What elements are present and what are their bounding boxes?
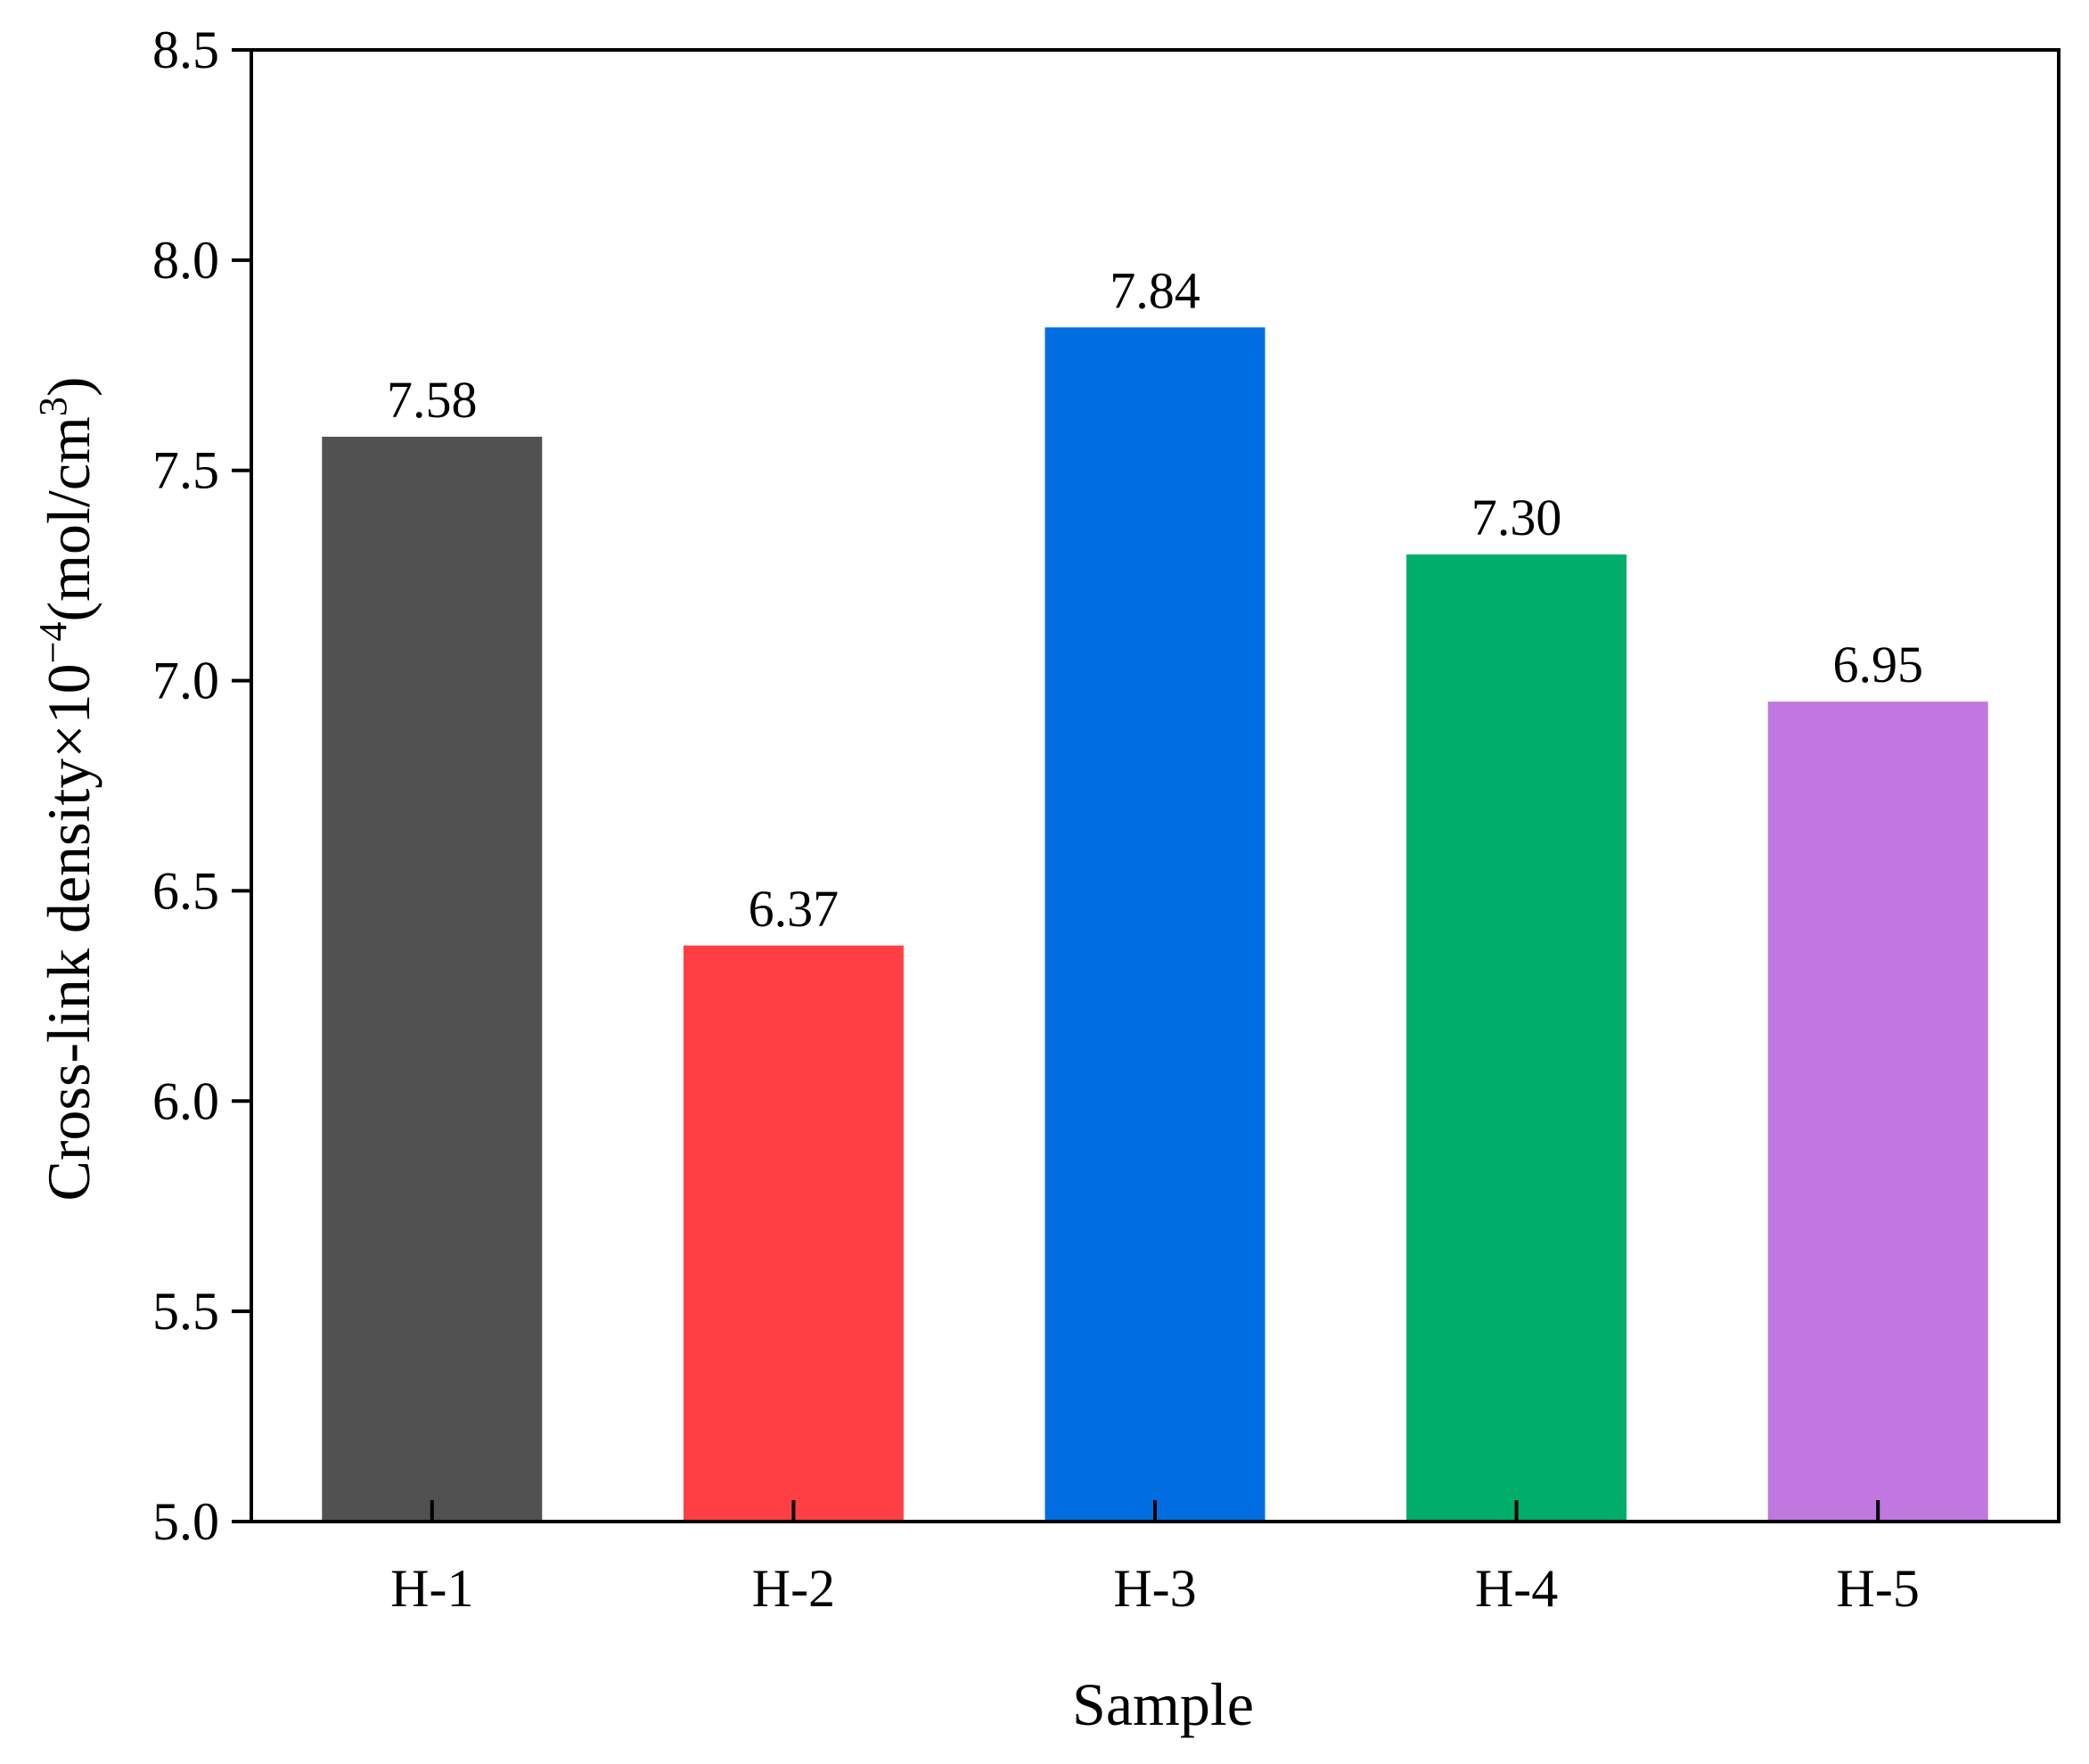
plot-frame — [250, 48, 2060, 1523]
y-tick-label-5.0: 5.0 — [152, 1492, 219, 1551]
x-tick-label-h-3: H-3 — [1113, 1559, 1196, 1618]
x-axis-title: Sample — [1072, 1670, 1254, 1738]
bar-h-5 — [1767, 701, 1988, 1522]
data-label-h-3: 7.84 — [1110, 261, 1200, 319]
bars-layer — [322, 327, 1988, 1522]
y-tick-label-6.5: 6.5 — [152, 861, 219, 920]
data-label-h-2: 6.37 — [749, 880, 840, 938]
x-tick-label-h-4: H-4 — [1475, 1559, 1558, 1618]
data-labels-layer: 7.58 6.37 7.84 7.30 6.95 — [387, 261, 1923, 937]
y-tick-label-7.5: 7.5 — [152, 441, 219, 500]
bar-h-2 — [683, 945, 904, 1522]
x-tick-label-h-2: H-2 — [752, 1559, 835, 1618]
bar-h-4 — [1406, 554, 1627, 1522]
y-tick-label-7.0: 7.0 — [152, 652, 219, 710]
y-tick-label-5.5: 5.5 — [152, 1282, 219, 1341]
y-tick-label-6.0: 6.0 — [152, 1071, 219, 1130]
bar-h-3 — [1044, 327, 1266, 1522]
y-axis-title-main: Cross-link density×10 — [35, 663, 102, 1201]
data-label-h-5: 6.95 — [1832, 636, 1923, 693]
axes-layer: H-1 H-2 H-3 H-4 H-5 5.0 5.5 6.0 6.5 7.0 7.5 8.0 8.5 — [152, 21, 2060, 1618]
y-axis-title-unit-close: ) — [35, 376, 102, 397]
y-axis-title: Cross-link density×10−4(mol/cm3) — [31, 376, 102, 1201]
y-axis-title-unit-open: (mol/cm — [35, 416, 102, 621]
y-axis-title-unit-exponent: 3 — [31, 397, 75, 416]
bar-h-1 — [322, 436, 543, 1522]
y-tick-label-8.0: 8.0 — [152, 231, 219, 290]
data-label-h-4: 7.30 — [1471, 488, 1562, 546]
x-tick-label-h-5: H-5 — [1837, 1559, 1920, 1618]
y-tick-label-8.5: 8.5 — [152, 21, 219, 79]
data-label-h-1: 7.58 — [387, 371, 478, 429]
y-axis-title-exponent: −4 — [31, 622, 75, 664]
x-tick-label-h-1: H-1 — [390, 1559, 473, 1618]
